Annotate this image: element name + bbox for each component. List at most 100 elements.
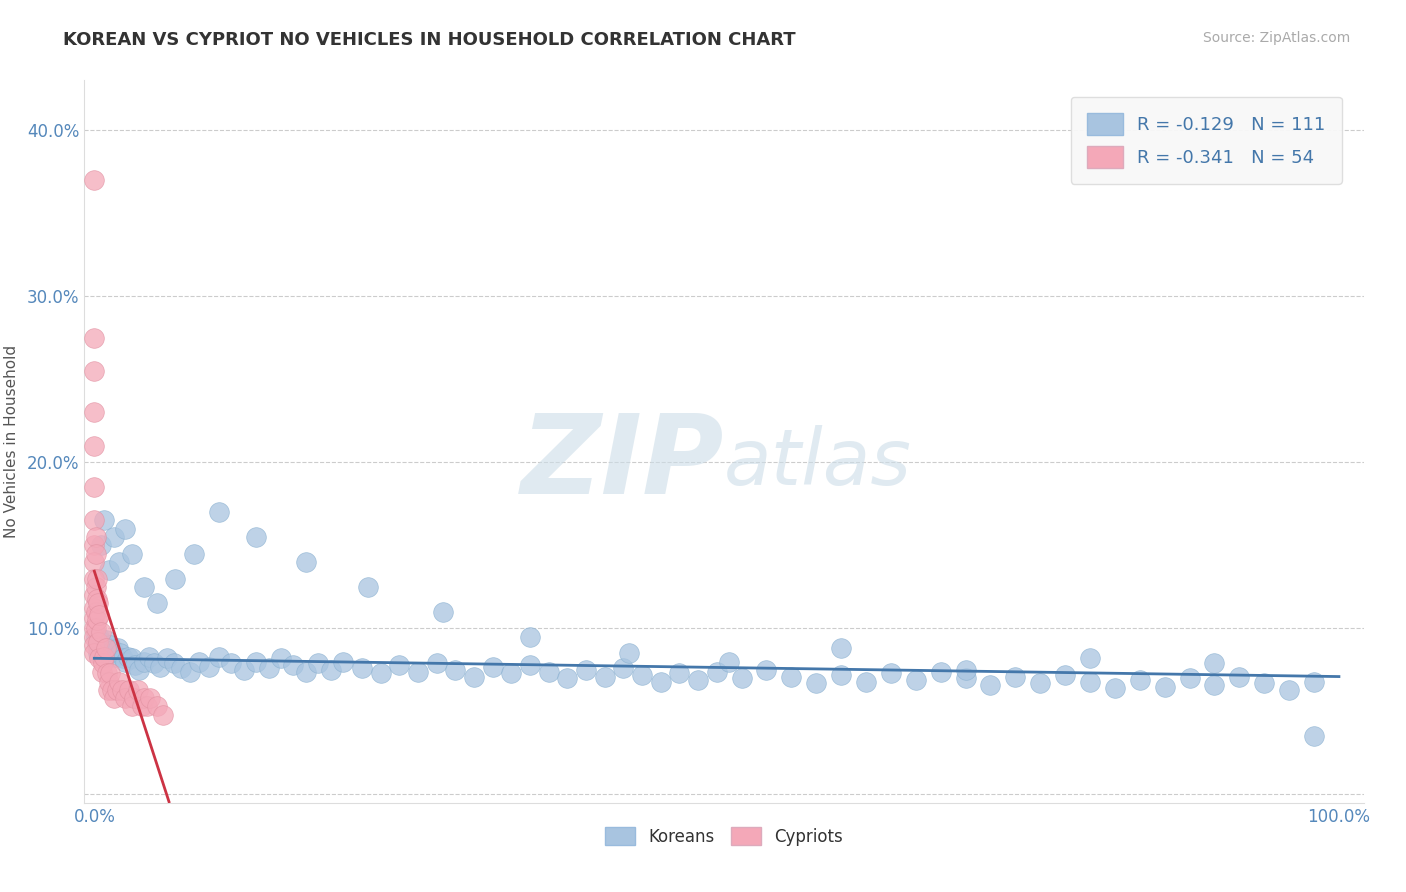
Point xyxy=(1253,676,1275,690)
Point xyxy=(1178,671,1201,685)
Point xyxy=(108,555,131,569)
Point xyxy=(593,669,616,683)
Point xyxy=(730,671,752,685)
Point xyxy=(149,659,172,673)
Point xyxy=(880,666,903,681)
Point xyxy=(86,613,108,627)
Point xyxy=(96,641,118,656)
Point xyxy=(83,513,105,527)
Point xyxy=(118,682,141,697)
Point xyxy=(94,641,117,656)
Point xyxy=(245,655,267,669)
Point xyxy=(132,580,155,594)
Point xyxy=(103,691,125,706)
Point xyxy=(1204,657,1226,671)
Point xyxy=(138,649,160,664)
Point xyxy=(83,646,105,660)
Point xyxy=(406,665,429,679)
Point xyxy=(370,666,392,681)
Point xyxy=(86,572,108,586)
Point xyxy=(131,699,153,714)
Point xyxy=(114,655,136,669)
Point xyxy=(187,655,209,669)
Point xyxy=(90,634,112,648)
Point xyxy=(83,405,105,419)
Point xyxy=(575,663,598,677)
Point xyxy=(537,665,560,679)
Point xyxy=(89,630,111,644)
Point xyxy=(619,646,641,660)
Point xyxy=(103,530,125,544)
Point xyxy=(904,673,927,687)
Point xyxy=(93,513,115,527)
Point xyxy=(117,649,139,664)
Point xyxy=(111,651,134,665)
Point xyxy=(1303,730,1326,744)
Point xyxy=(444,663,467,677)
Point xyxy=(97,682,120,697)
Point xyxy=(128,663,150,677)
Point xyxy=(108,674,131,689)
Point xyxy=(426,657,449,671)
Point xyxy=(83,601,105,615)
Point xyxy=(90,624,112,639)
Point xyxy=(332,655,354,669)
Text: Source: ZipAtlas.com: Source: ZipAtlas.com xyxy=(1202,31,1350,45)
Point xyxy=(84,621,107,635)
Point xyxy=(127,682,149,697)
Point xyxy=(1029,676,1052,690)
Point xyxy=(100,666,122,681)
Point xyxy=(111,682,134,697)
Point xyxy=(121,699,143,714)
Point xyxy=(107,641,129,656)
Point xyxy=(104,649,127,664)
Text: atlas: atlas xyxy=(724,425,912,501)
Point xyxy=(219,657,242,671)
Legend: Koreans, Cypriots: Koreans, Cypriots xyxy=(599,821,849,852)
Point xyxy=(87,646,110,660)
Point xyxy=(93,638,115,652)
Point xyxy=(718,655,741,669)
Point xyxy=(105,682,128,697)
Point xyxy=(121,651,143,665)
Point xyxy=(501,666,523,681)
Y-axis label: No Vehicles in Household: No Vehicles in Household xyxy=(4,345,18,538)
Point xyxy=(110,646,132,660)
Point xyxy=(283,657,305,672)
Point xyxy=(143,657,166,671)
Point xyxy=(432,605,454,619)
Text: KOREAN VS CYPRIOT NO VEHICLES IN HOUSEHOLD CORRELATION CHART: KOREAN VS CYPRIOT NO VEHICLES IN HOUSEHO… xyxy=(63,31,796,49)
Point xyxy=(87,634,110,648)
Point xyxy=(98,674,121,689)
Point xyxy=(631,668,654,682)
Point xyxy=(155,651,177,665)
Point xyxy=(1054,668,1077,682)
Point xyxy=(101,643,124,657)
Point xyxy=(232,663,254,677)
Point xyxy=(955,671,977,685)
Point xyxy=(463,669,485,683)
Point xyxy=(307,657,329,671)
Point xyxy=(955,663,977,677)
Point xyxy=(83,630,105,644)
Point xyxy=(706,665,728,679)
Point xyxy=(295,665,318,679)
Point xyxy=(91,657,114,671)
Point xyxy=(319,663,342,677)
Point xyxy=(145,699,167,714)
Point xyxy=(83,555,105,569)
Point xyxy=(350,661,373,675)
Point xyxy=(83,638,105,652)
Point xyxy=(124,657,146,672)
Point xyxy=(91,643,114,657)
Point xyxy=(806,676,828,690)
Point xyxy=(93,649,115,664)
Point xyxy=(83,173,105,187)
Point xyxy=(519,657,541,672)
Point xyxy=(122,691,145,706)
Point xyxy=(170,661,193,675)
Point xyxy=(84,530,107,544)
Point xyxy=(96,666,118,681)
Point xyxy=(183,547,205,561)
Point xyxy=(98,646,121,660)
